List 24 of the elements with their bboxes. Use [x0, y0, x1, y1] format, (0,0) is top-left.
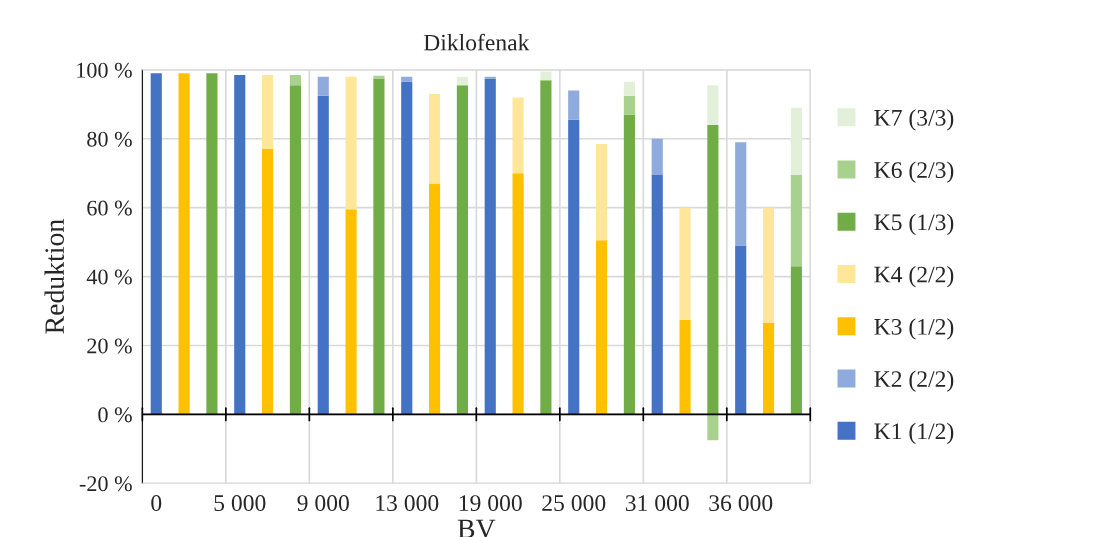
- x-tick-label: 9 000: [297, 495, 349, 512]
- legend-label: K2 (2/2): [874, 370, 954, 392]
- legend-label: K5 (1/3): [874, 213, 954, 236]
- y-tick-label: -20 %: [79, 476, 132, 492]
- legend-label: K6 (2/3): [874, 161, 954, 183]
- chart-title: Diklofenak: [423, 33, 530, 51]
- x-tick-label: 5 000: [214, 495, 266, 512]
- legend-label: K3 (1/2): [874, 318, 954, 340]
- x-tick-label: 25 000: [542, 495, 606, 512]
- legend-label: K4 (2/2): [874, 265, 954, 288]
- x-tick-label: 31 000: [625, 495, 689, 512]
- y-tick-label: 20 %: [87, 338, 132, 354]
- x-tick-label: 0: [151, 495, 162, 512]
- y-tick-label: 40 %: [86, 269, 132, 285]
- x-tick-label: 19 000: [459, 495, 522, 512]
- legend-label: K7 (3/3): [874, 109, 954, 131]
- x-tick-label: 13 000: [376, 495, 439, 512]
- y-axis-title: Reduktion: [44, 219, 65, 334]
- x-tick-label: 36 000: [709, 495, 773, 512]
- y-tick-label: 100 %: [77, 62, 132, 78]
- y-tick-label: 60 %: [87, 200, 132, 216]
- y-tick-label: 80 %: [87, 131, 132, 147]
- legend-label: K1 (1/2): [874, 422, 954, 445]
- y-tick-label: 0 %: [98, 407, 132, 423]
